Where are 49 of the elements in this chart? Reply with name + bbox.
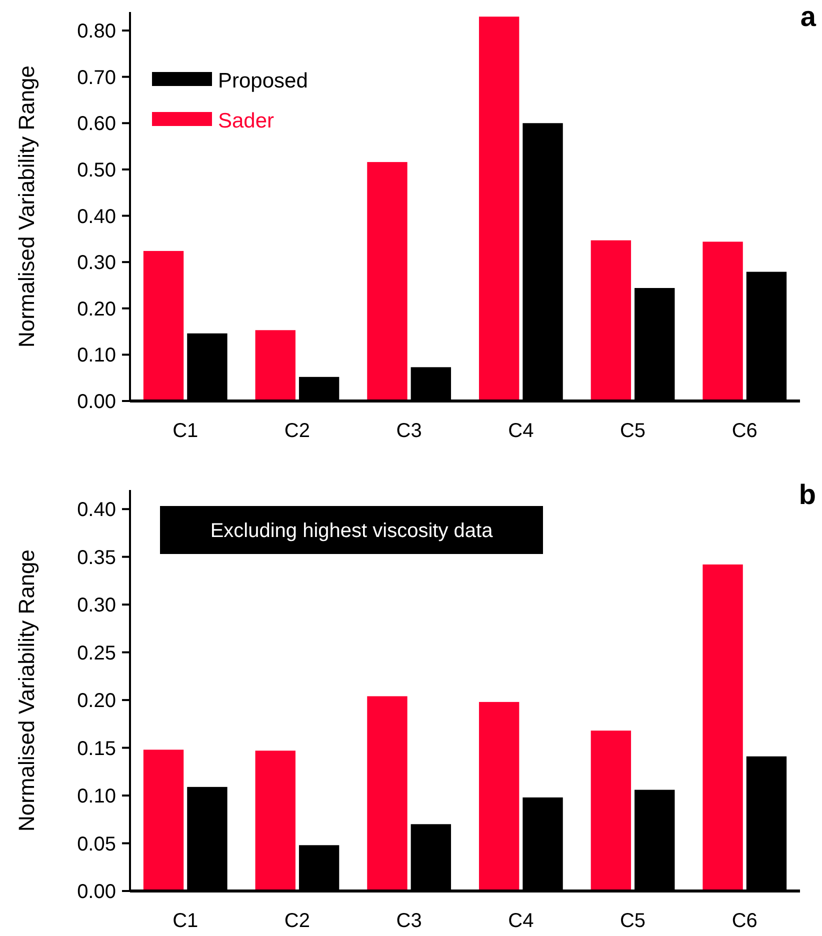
bar <box>590 240 632 401</box>
y-tick-label: 0.15 <box>77 738 116 760</box>
x-tick-label: C5 <box>620 910 646 932</box>
bar <box>478 702 520 891</box>
x-tick-label: C3 <box>396 420 422 442</box>
y-tick-label: 0.50 <box>77 159 116 182</box>
bar <box>702 242 743 401</box>
y-tick-label: 0.60 <box>77 113 116 136</box>
bar <box>143 250 184 401</box>
y-axis-title: Normalised Variability Range <box>14 549 39 832</box>
bar <box>367 162 408 401</box>
y-tick-label: 0.10 <box>77 786 116 808</box>
y-tick-label: 0.30 <box>77 594 116 617</box>
bar <box>702 564 743 891</box>
y-tick-label: 0.35 <box>77 546 116 569</box>
y-tick-label: 0.70 <box>77 66 116 89</box>
y-tick-label: 0.20 <box>77 298 116 320</box>
annotation: b <box>798 478 816 510</box>
bar <box>255 330 296 401</box>
legend-label: Sader <box>218 109 274 132</box>
bar <box>478 16 520 401</box>
bar <box>590 730 632 891</box>
x-tick-label: C1 <box>172 910 198 932</box>
y-tick-label: 0.40 <box>77 206 116 228</box>
x-tick-label: C2 <box>284 420 310 442</box>
y-tick-label: 0.05 <box>77 833 116 856</box>
x-tick-label: C2 <box>284 910 310 932</box>
y-tick-label: 0.00 <box>77 881 116 903</box>
y-tick-label: 0.00 <box>77 391 116 413</box>
text: a <box>800 0 816 32</box>
x-tick-label: C6 <box>732 420 758 442</box>
x-tick-label: C6 <box>732 910 758 932</box>
y-axis-title: Normalised Variability Range <box>14 65 39 348</box>
x-tick-label: C4 <box>508 910 534 932</box>
x-tick-label: C4 <box>508 420 534 442</box>
bar <box>367 696 408 891</box>
y-tick-label: 0.80 <box>77 20 116 43</box>
x-tick-label: C5 <box>620 420 646 442</box>
x-tick-label: C3 <box>396 910 422 932</box>
y-tick-label: 0.20 <box>77 690 116 712</box>
annotation: Excluding highest viscosity data <box>210 520 494 542</box>
bar <box>143 750 184 891</box>
y-tick-label: 0.30 <box>77 252 116 274</box>
y-tick-label: 0.40 <box>77 499 116 522</box>
x-tick-label: C1 <box>172 420 198 442</box>
y-tick-label: 0.10 <box>77 344 116 367</box>
y-tick-label: 0.25 <box>77 642 116 664</box>
legend-label: Proposed <box>218 69 308 92</box>
bar <box>255 750 296 891</box>
